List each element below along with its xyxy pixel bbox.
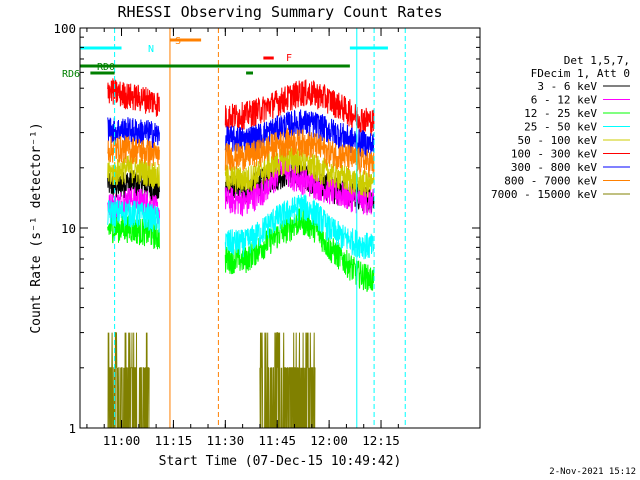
flag-label-f: F (286, 53, 292, 64)
legend-entry-label: 100 - 300 keV (511, 148, 597, 161)
legend-entry-label: 7000 - 15000 keV (491, 188, 597, 201)
series-line (107, 135, 160, 167)
flag-label-rd6: RD6 (62, 69, 80, 80)
y-tick-label: 100 (53, 21, 76, 36)
series-line (107, 117, 160, 149)
series-line (107, 78, 160, 117)
series-line (107, 215, 160, 250)
flag-label-n: N (148, 44, 154, 55)
x-tick-label: 12:00 (310, 433, 348, 448)
series-line (107, 155, 160, 189)
legend-entry-label: 25 - 50 keV (524, 121, 597, 134)
x-tick-label: 11:15 (155, 433, 193, 448)
series-line (224, 149, 375, 217)
x-axis-label: Start Time (07-Dec-15 10:49:42) (159, 454, 402, 469)
x-tick-label: 11:45 (258, 433, 296, 448)
series-line (224, 194, 375, 260)
legend-entry-label: 3 - 6 keV (537, 80, 597, 93)
plot-area: N S F RD0 RD6 1 10 100 11:00 11:15 11:30 11:45 12:00… (29, 21, 481, 469)
x-tick-label: 11:00 (103, 433, 141, 448)
y-axis-label: Count Rate (s⁻¹ detector⁻¹) (29, 122, 44, 333)
flag-label-s: S (175, 36, 181, 47)
series-line (107, 169, 160, 204)
series-line (224, 207, 375, 292)
legend-header: FDecim 1, Att 0 (531, 67, 630, 80)
chart-title: RHESSI Observing Summary Count Rates (117, 3, 442, 21)
x-tick-label: 11:30 (206, 433, 244, 448)
y-tick-label: 10 (61, 221, 76, 236)
plot-inner (80, 28, 406, 428)
generation-timestamp: 2-Nov-2021 15:12 (549, 467, 636, 477)
legend-entry-label: 300 - 800 keV (511, 161, 597, 174)
series-line (224, 109, 375, 160)
legend-entry-label: 800 - 7000 keV (504, 175, 597, 188)
series-line (259, 332, 316, 428)
series-line (224, 127, 375, 178)
legend-header: Det 1,5,7, (564, 54, 630, 67)
flag-label-rd0: RD0 (97, 62, 115, 73)
legend-entry-label: 12 - 25 keV (524, 107, 597, 120)
y-tick-label: 1 (68, 421, 76, 436)
series-line (224, 147, 375, 198)
series-line (107, 199, 160, 233)
series-line (224, 79, 375, 137)
x-tick-label: 12:15 (362, 433, 400, 448)
legend-entry-label: 6 - 12 keV (531, 94, 598, 107)
legend-entry-label: 50 - 100 keV (518, 134, 598, 147)
